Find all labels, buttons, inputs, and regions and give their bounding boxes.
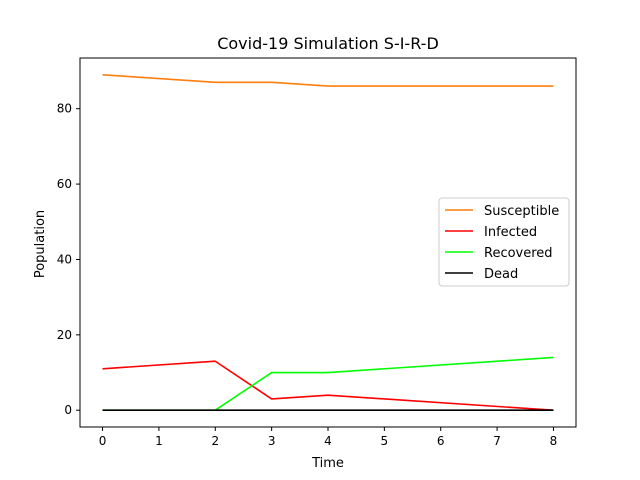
y-axis: 0 20 40 60 80 [57,102,80,417]
x-tick-label: 1 [155,434,163,448]
legend-box [438,197,570,287]
legend-label-infected: Infected [484,225,537,240]
x-axis: 0 1 2 3 4 5 6 7 8 [99,427,558,448]
y-tick-label: 40 [57,252,72,266]
legend-label-susceptible: Susceptible [484,204,559,219]
y-tick-label: 60 [57,177,72,191]
series-line-infected [102,360,554,412]
y-tick-label: 0 [64,403,72,417]
x-tick-label: 2 [211,434,219,448]
y-tick-label: 80 [57,102,72,116]
legend-label-dead: Dead [484,267,518,282]
x-tick-label: 4 [324,434,332,448]
x-tick-label: 3 [268,434,276,448]
axes-frame [79,57,577,428]
x-tick-label: 6 [437,434,445,448]
y-tick-label: 20 [57,328,72,342]
chart-title: Covid-19 Simulation S-I-R-D [217,34,439,53]
x-tick-label: 7 [493,434,501,448]
legend: Susceptible Infected Recovered Dead [438,197,570,287]
x-tick-label: 5 [381,434,389,448]
x-axis-label: Time [311,456,344,471]
y-axis-label: Population [33,210,48,278]
series-lines [102,73,554,412]
x-tick-label: 8 [550,434,558,448]
series-line-susceptible [102,73,554,87]
legend-label-recovered: Recovered [484,246,553,261]
x-tick-label: 0 [99,434,107,448]
